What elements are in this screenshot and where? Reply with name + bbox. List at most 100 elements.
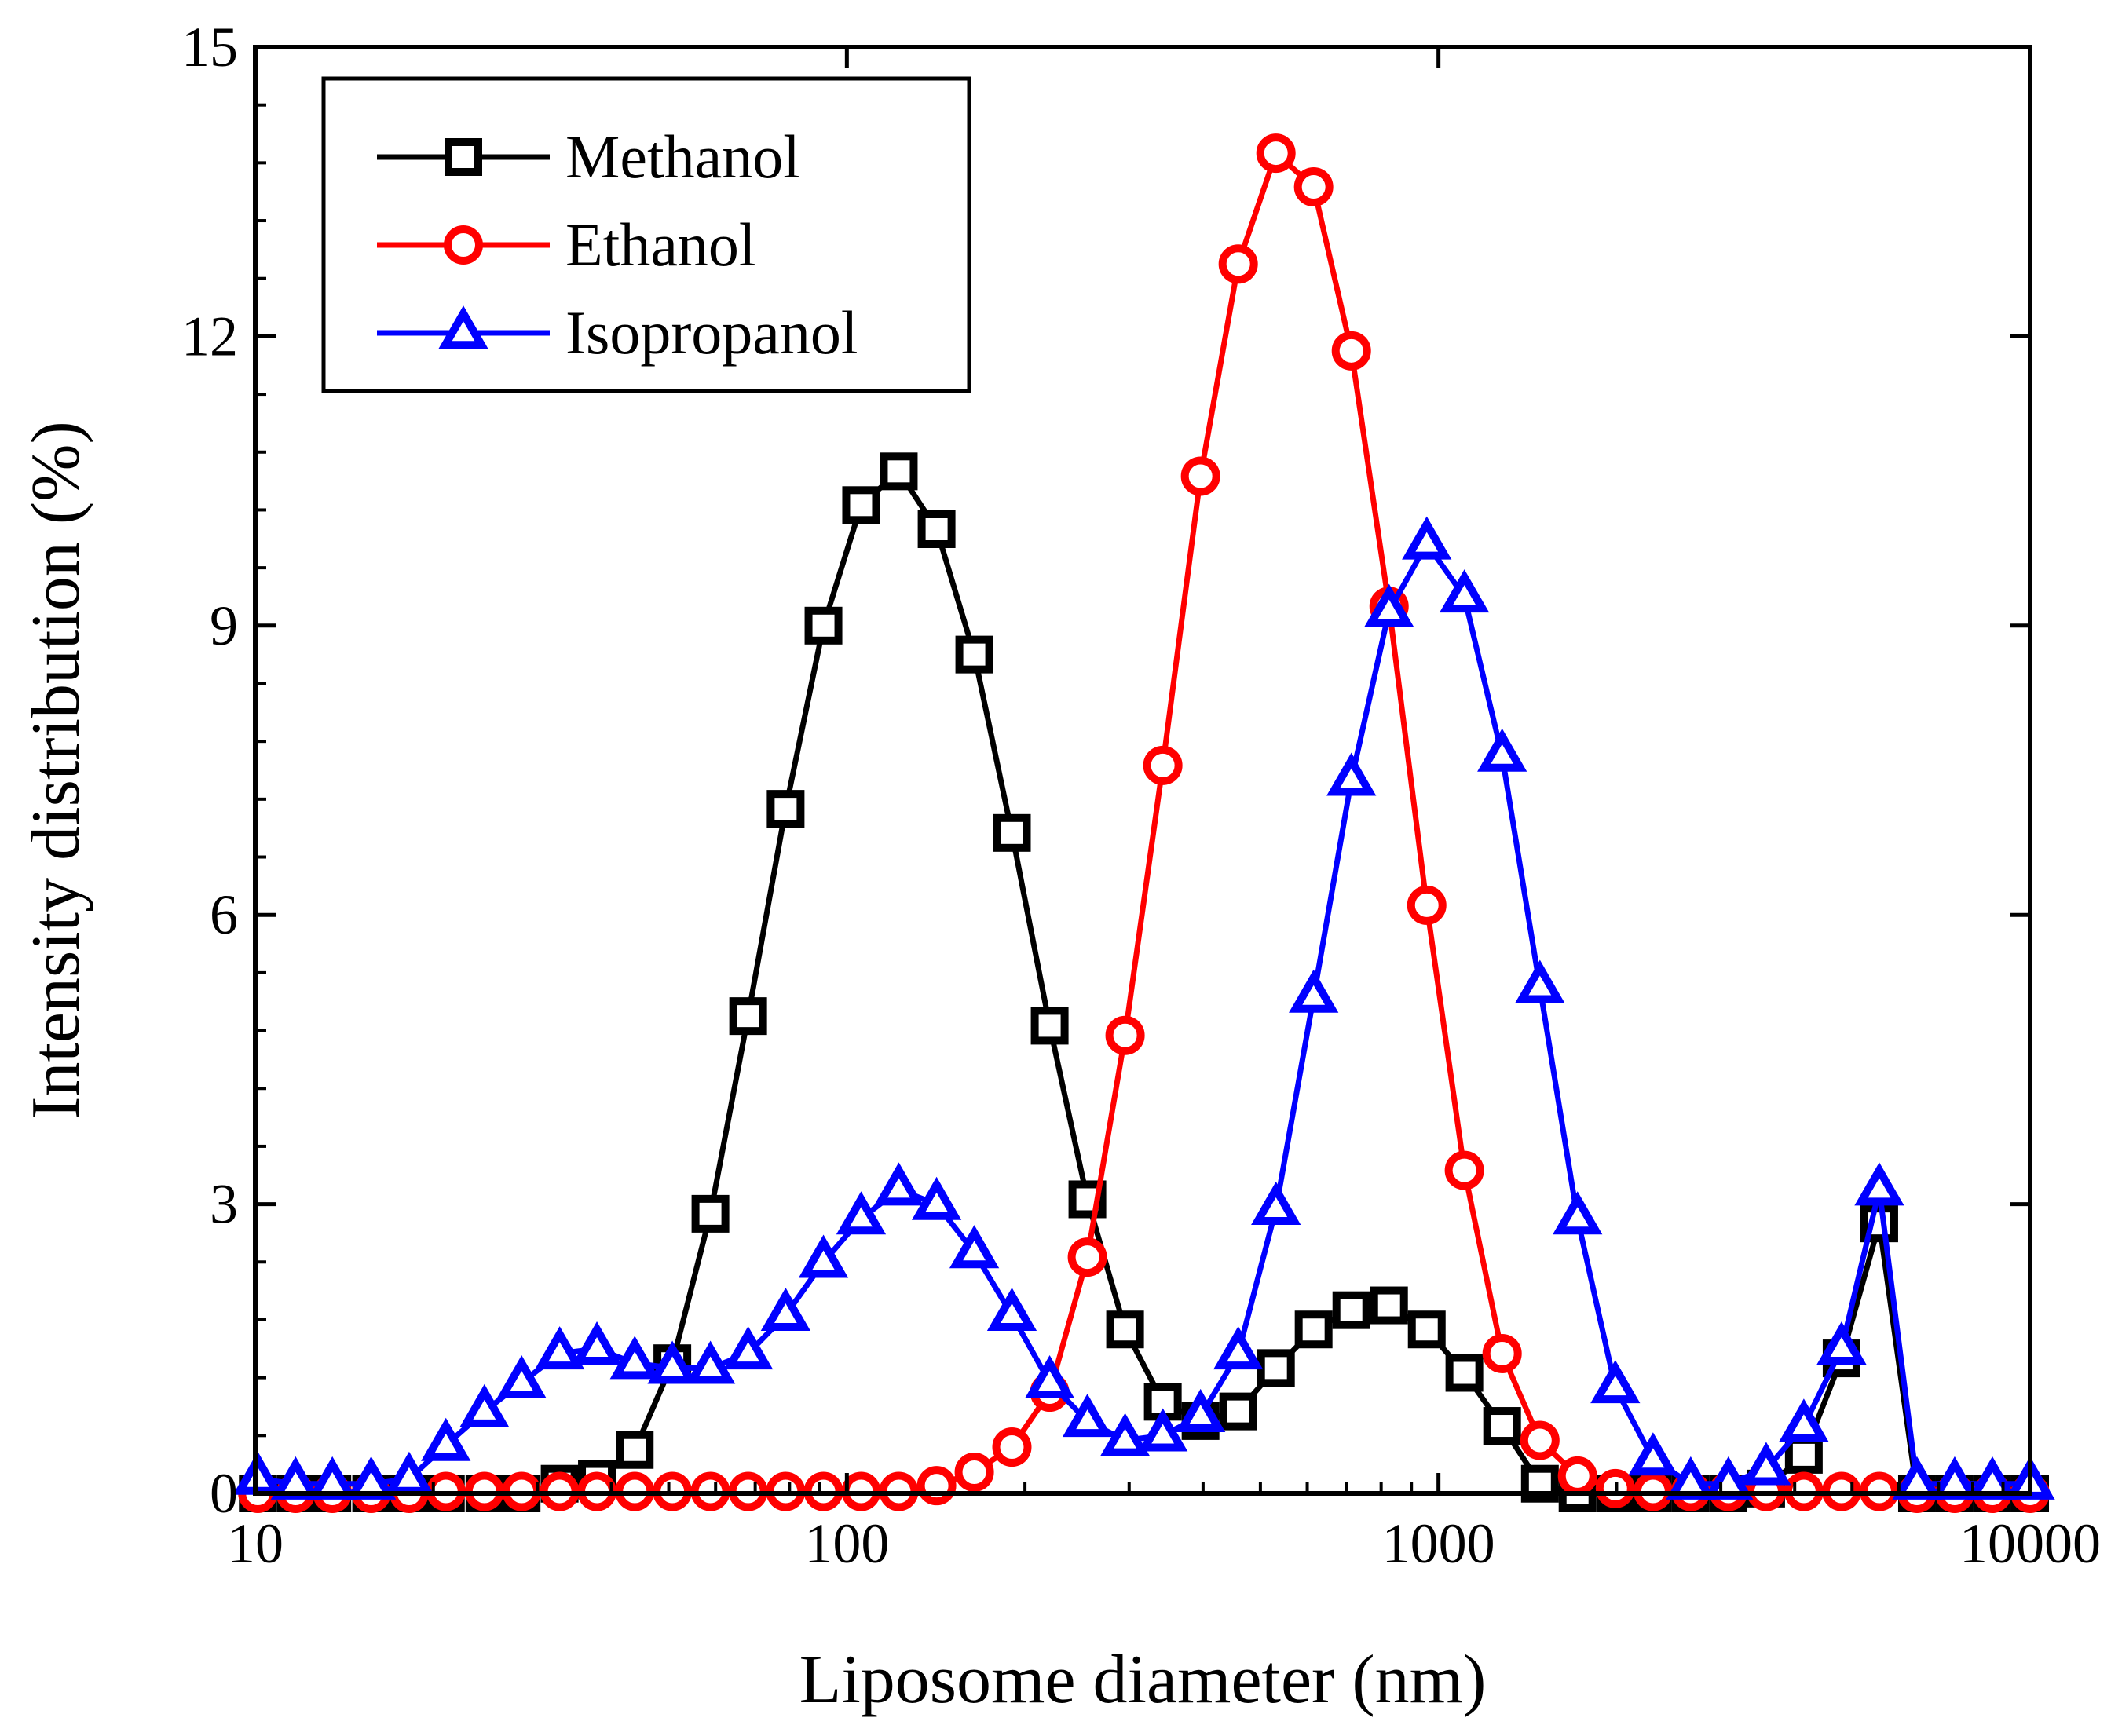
data-point-ethanol bbox=[1218, 244, 1258, 284]
data-point-isopropanol bbox=[572, 1321, 622, 1365]
data-point-methanol bbox=[616, 1431, 654, 1469]
data-point-isopropanol bbox=[1477, 728, 1527, 772]
data-point-isopropanol bbox=[1854, 1162, 1904, 1206]
data-point-ethanol bbox=[1293, 167, 1334, 207]
data-point-isopropanol bbox=[685, 1340, 736, 1384]
ticks-layer bbox=[253, 45, 2032, 1496]
data-point-isopropanol bbox=[459, 1383, 510, 1427]
data-point-ethanol bbox=[1105, 1015, 1145, 1055]
data-point-isopropanol bbox=[534, 1326, 585, 1370]
data-point-isopropanol bbox=[647, 1340, 697, 1384]
data-point-isopropanol bbox=[760, 1287, 811, 1332]
data-point-isopropanol bbox=[1816, 1321, 1867, 1365]
data-point-isopropanol bbox=[1364, 583, 1414, 627]
data-point-methanol bbox=[1030, 1007, 1069, 1045]
data-point-isopropanol bbox=[496, 1354, 547, 1398]
data-point-methanol bbox=[804, 606, 843, 645]
data-point-ethanol bbox=[954, 1452, 994, 1492]
legend-entry-ethanol: Ethanol bbox=[377, 210, 756, 279]
data-point-isopropanol bbox=[1289, 969, 1339, 1013]
data-point-isopropanol bbox=[1553, 1191, 1603, 1235]
data-point-isopropanol bbox=[1062, 1394, 1113, 1438]
data-point-isopropanol bbox=[609, 1336, 660, 1380]
data-point-isopropanol bbox=[1024, 1354, 1075, 1398]
data-point-methanol bbox=[1784, 1435, 1823, 1474]
data-point-isopropanol bbox=[1779, 1398, 1829, 1442]
data-point-isopropanol bbox=[1326, 752, 1377, 796]
data-point-isopropanol bbox=[1402, 516, 1452, 560]
tick-labels-layer: 0 3 6 9 12 15 10 100 1000 10000 bbox=[181, 16, 2101, 1575]
y-tick-label: 6 bbox=[210, 883, 238, 946]
data-point-isopropanol bbox=[949, 1225, 1000, 1269]
x-tick-label: 100 bbox=[804, 1512, 889, 1575]
legend-marker-ethanol bbox=[444, 225, 483, 265]
y-axis-label: Intensity distribution (%) bbox=[18, 421, 94, 1120]
legend-entry-isopropanol: Isopropanol bbox=[377, 298, 858, 367]
data-point-ethanol bbox=[1331, 331, 1371, 371]
data-point-methanol bbox=[917, 510, 956, 548]
x-tick-label: 1000 bbox=[1382, 1512, 1495, 1575]
data-point-ethanol bbox=[1407, 885, 1447, 925]
data-point-isopropanol bbox=[1628, 1432, 1678, 1476]
legend-label-ethanol: Ethanol bbox=[565, 210, 756, 279]
data-point-ethanol bbox=[992, 1427, 1032, 1467]
x-axis-label: Liposome diameter (nm) bbox=[799, 1642, 1487, 1718]
data-point-ethanol bbox=[1256, 133, 1296, 174]
data-point-methanol bbox=[1257, 1349, 1295, 1387]
legend-box bbox=[321, 76, 971, 393]
data-point-methanol bbox=[1370, 1286, 1408, 1325]
legend-label-methanol: Methanol bbox=[565, 122, 800, 191]
y-tick-label: 3 bbox=[210, 1173, 238, 1236]
data-point-isopropanol bbox=[1137, 1408, 1188, 1452]
legend-entry-methanol: Methanol bbox=[377, 122, 800, 191]
data-point-isopropanol bbox=[1439, 569, 1490, 613]
data-point-isopropanol bbox=[986, 1287, 1037, 1332]
data-point-ethanol bbox=[1143, 745, 1183, 785]
data-point-methanol bbox=[1294, 1310, 1333, 1349]
data-point-isopropanol bbox=[1099, 1413, 1151, 1456]
data-point-methanol bbox=[766, 790, 805, 828]
data-point-methanol bbox=[1332, 1291, 1370, 1329]
data-point-methanol bbox=[1219, 1392, 1257, 1431]
data-point-ethanol bbox=[1180, 456, 1220, 496]
data-point-isopropanol bbox=[798, 1234, 849, 1278]
data-point-isopropanol bbox=[1515, 959, 1565, 1003]
data-point-isopropanol bbox=[1213, 1326, 1264, 1370]
plot-frame bbox=[253, 45, 2032, 1496]
legend-label-isopropanol: Isopropanol bbox=[565, 298, 858, 367]
data-point-isopropanol bbox=[232, 1451, 283, 1495]
legend-marker-methanol bbox=[445, 138, 482, 176]
legend: Methanol Ethanol Isopropanol bbox=[321, 76, 971, 393]
y-tick-label: 9 bbox=[210, 594, 238, 657]
data-point-isopropanol bbox=[873, 1162, 924, 1206]
legend-marker-isopropanol bbox=[438, 305, 488, 349]
data-point-methanol bbox=[842, 486, 880, 524]
y-tick-label: 0 bbox=[210, 1462, 238, 1525]
data-point-isopropanol bbox=[1590, 1360, 1641, 1404]
data-point-isopropanol bbox=[1251, 1181, 1301, 1225]
x-tick-label: 10 bbox=[227, 1512, 284, 1575]
y-tick-label: 12 bbox=[181, 305, 238, 367]
data-point-isopropanol bbox=[384, 1451, 434, 1495]
data-point-ethanol bbox=[1067, 1237, 1107, 1277]
data-point-methanol bbox=[955, 635, 993, 674]
data-point-isopropanol bbox=[421, 1417, 471, 1461]
data-point-methanol bbox=[1445, 1354, 1484, 1392]
data-point-ethanol bbox=[1444, 1150, 1484, 1190]
data-point-ethanol bbox=[1482, 1333, 1522, 1373]
data-point-isopropanol bbox=[1741, 1442, 1791, 1486]
data-point-ethanol bbox=[916, 1466, 957, 1506]
data-point-isopropanol bbox=[1176, 1388, 1226, 1432]
data-point-ethanol bbox=[1520, 1420, 1560, 1460]
x-tick-label: 10000 bbox=[1959, 1512, 2101, 1575]
data-point-methanol bbox=[1483, 1407, 1521, 1445]
data-point-isopropanol bbox=[911, 1176, 962, 1220]
data-point-methanol bbox=[691, 1194, 730, 1233]
data-point-methanol bbox=[729, 997, 767, 1036]
data-point-methanol bbox=[1407, 1310, 1446, 1349]
data-point-isopropanol bbox=[836, 1191, 887, 1235]
data-point-ethanol bbox=[1557, 1456, 1597, 1496]
data-point-methanol bbox=[993, 813, 1031, 852]
data-point-methanol bbox=[880, 452, 918, 491]
